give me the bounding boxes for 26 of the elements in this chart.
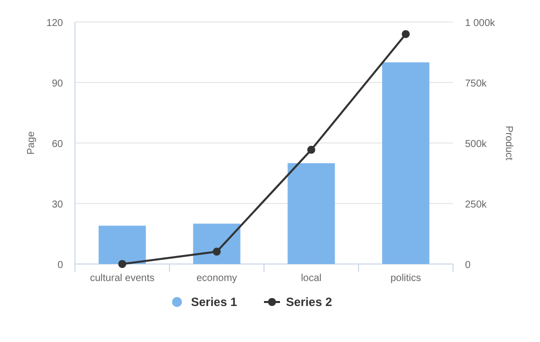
point <box>212 248 221 256</box>
point <box>118 260 126 268</box>
x-tick-label: local <box>300 273 322 284</box>
bar <box>193 224 240 264</box>
legend-label: Series 2 <box>286 295 332 309</box>
y2-tick-label: 500k <box>465 139 488 150</box>
bar <box>98 226 146 264</box>
point <box>307 146 316 154</box>
y2-tick-label: 0 <box>465 260 471 271</box>
x-tick-label: politics <box>390 273 422 284</box>
y-tick-label: 30 <box>52 200 64 210</box>
point <box>402 30 410 38</box>
y2-tick-label: 1 000k <box>465 18 496 29</box>
x-tick-label: cultural events <box>90 273 154 284</box>
y2-tick-label: 750k <box>465 78 488 90</box>
y2-axis-title: Product <box>503 126 514 160</box>
y2-tick-label: 250k <box>465 200 488 210</box>
bar <box>288 163 335 264</box>
y-tick-label: 0 <box>57 260 64 271</box>
legend-label: Series 1 <box>191 295 238 309</box>
y-tick-label: 120 <box>46 18 64 29</box>
bar <box>382 62 430 264</box>
y-tick-label: 90 <box>52 78 64 90</box>
x-tick-label: economy <box>196 273 238 284</box>
y-axis-title: Page <box>26 130 37 155</box>
y-tick-label: 60 <box>52 139 64 150</box>
